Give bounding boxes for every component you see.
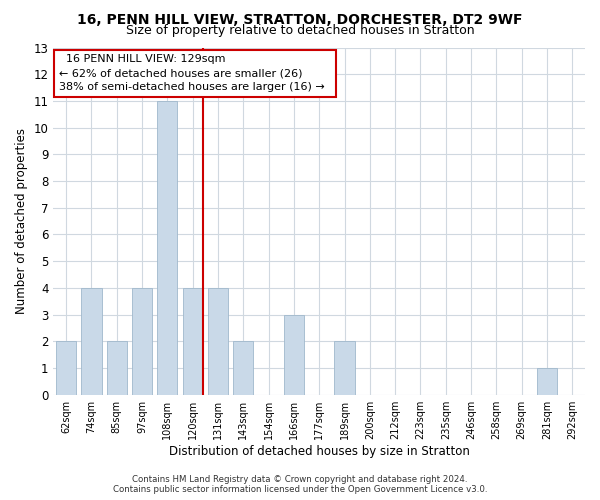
Text: Contains public sector information licensed under the Open Government Licence v3: Contains public sector information licen… [113,485,487,494]
Text: Size of property relative to detached houses in Stratton: Size of property relative to detached ho… [125,24,475,37]
Bar [56,342,76,394]
Bar [334,342,355,394]
Text: 16, PENN HILL VIEW, STRATTON, DORCHESTER, DT2 9WF: 16, PENN HILL VIEW, STRATTON, DORCHESTER… [77,12,523,26]
Bar [132,288,152,395]
Text: 16 PENN HILL VIEW: 129sqm
← 62% of detached houses are smaller (26)
38% of semi-: 16 PENN HILL VIEW: 129sqm ← 62% of detac… [59,54,331,92]
Bar [182,288,203,395]
Bar [81,288,101,395]
Bar [284,314,304,394]
Bar [233,342,253,394]
Bar [157,101,178,394]
Bar [537,368,557,394]
X-axis label: Distribution of detached houses by size in Stratton: Distribution of detached houses by size … [169,444,470,458]
Text: Contains HM Land Registry data © Crown copyright and database right 2024.: Contains HM Land Registry data © Crown c… [132,475,468,484]
Bar [107,342,127,394]
Bar [208,288,228,395]
Y-axis label: Number of detached properties: Number of detached properties [15,128,28,314]
